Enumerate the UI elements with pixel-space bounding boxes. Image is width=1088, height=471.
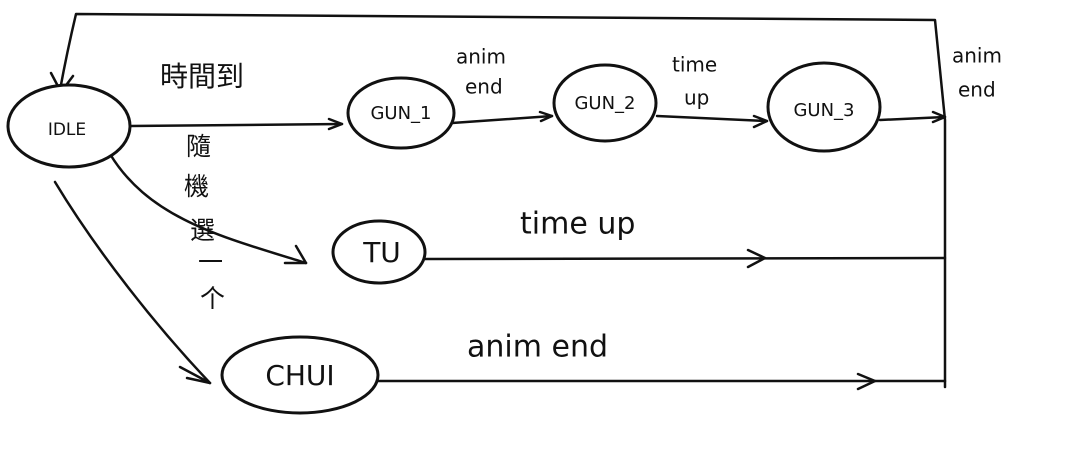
idle-to-gun1-arrow: [128, 122, 344, 128]
random-pick-char-4: 一: [198, 248, 223, 277]
label-gun2-to-gun3-line2: up: [684, 86, 709, 110]
random-pick-char-2: 機: [184, 172, 209, 201]
state-gun3: GUN_3: [766, 61, 882, 153]
label-gun3-to-idle-line1: anim: [952, 44, 1002, 68]
idle-to-tu-arrow: [108, 152, 308, 265]
label-gun3-to-idle-line2: end: [958, 78, 996, 102]
state-tu-label: TU: [362, 236, 401, 269]
state-gun2-shape: [552, 63, 658, 143]
gun1-to-gun2-arrowhead: [538, 110, 554, 123]
state-idle-label: IDLE: [48, 120, 86, 140]
idle-to-chui-arrow: [53, 180, 212, 385]
state-idle: IDLE: [6, 83, 132, 169]
tu-to-loop-arrow: [423, 256, 947, 261]
state-gun1-shape: [346, 76, 456, 150]
state-gun3-shape: [766, 61, 882, 153]
state-gun2: GUN_2: [552, 63, 658, 143]
idle-to-tu-arrowhead: [283, 244, 308, 265]
idle-to-chui-arrowhead: [178, 365, 212, 385]
label-gun2-to-gun3-line1: time: [672, 53, 717, 77]
return-to-idle-line: [58, 12, 947, 389]
label-idle-to-gun1: 時間到: [160, 60, 244, 93]
label-tu-to-idle: time up: [520, 207, 635, 242]
state-chui: CHUI: [220, 335, 380, 415]
gun2-to-gun3-arrow: [655, 114, 769, 123]
random-pick-char-3: 選: [190, 216, 215, 245]
random-pick-label: 隨 機 選 一 个: [184, 132, 225, 313]
state-gun1-label: GUN_1: [370, 103, 431, 124]
gun2-to-gun3-arrowhead: [752, 114, 769, 129]
state-gun3-label: GUN_3: [793, 100, 854, 121]
state-chui-shape: [220, 335, 380, 415]
random-pick-char-1: 隨: [186, 132, 211, 161]
idle-to-gun1-arrowhead: [327, 117, 344, 131]
random-pick-char-5: 个: [200, 284, 225, 313]
label-gun1-to-gun2-line2: end: [465, 75, 503, 99]
gun1-to-gun2-arrow: [450, 114, 554, 125]
gun3-to-loop-arrow: [878, 115, 947, 122]
state-idle-shape: [6, 83, 132, 169]
gun3-to-loop-arrowhead: [931, 110, 947, 124]
state-tu: TU: [331, 219, 427, 285]
label-chui-to-idle: anim end: [467, 330, 608, 365]
state-gun2-label: GUN_2: [574, 93, 635, 114]
state-tu-shape: [331, 219, 427, 285]
state-gun1: GUN_1: [346, 76, 456, 150]
state-chui-label: CHUI: [265, 359, 334, 392]
label-gun1-to-gun2-line1: anim: [456, 45, 506, 69]
tu-to-loop-arrowhead: [746, 248, 767, 269]
chui-to-loop-arrowhead: [856, 372, 877, 391]
